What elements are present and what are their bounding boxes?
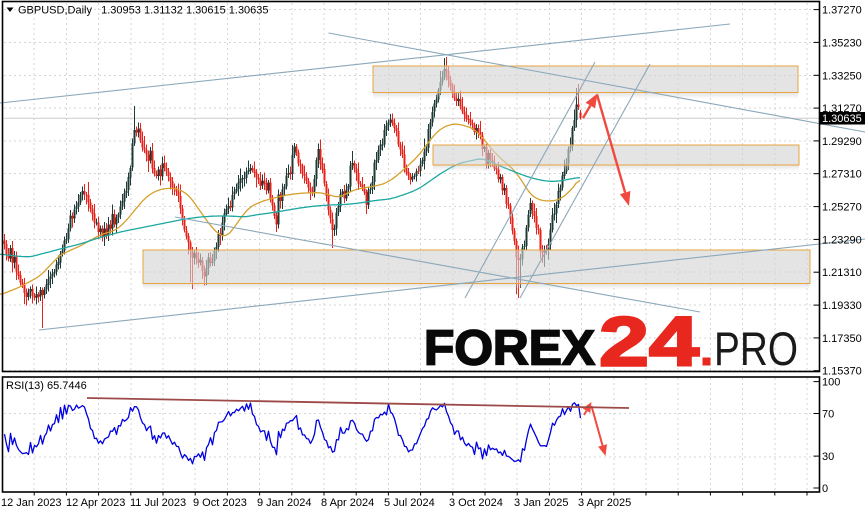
svg-text:3 Jan 2025: 3 Jan 2025 bbox=[514, 497, 568, 509]
svg-text:1.30635: 1.30635 bbox=[822, 113, 862, 125]
svg-text:24: 24 bbox=[599, 303, 699, 381]
svg-text:1.15370: 1.15370 bbox=[822, 366, 862, 378]
svg-text:3 Apr 2025: 3 Apr 2025 bbox=[578, 497, 631, 509]
svg-text:8 Apr 2024: 8 Apr 2024 bbox=[321, 497, 374, 509]
svg-text:0: 0 bbox=[822, 483, 828, 495]
svg-text:1.25270: 1.25270 bbox=[822, 202, 862, 214]
svg-text:70: 70 bbox=[822, 409, 834, 421]
svg-text:9 Oct 2023: 9 Oct 2023 bbox=[193, 497, 247, 509]
svg-text:PRO: PRO bbox=[714, 322, 798, 375]
svg-text:1.17350: 1.17350 bbox=[822, 333, 862, 345]
svg-text:3 Oct 2024: 3 Oct 2024 bbox=[449, 497, 503, 509]
svg-text:GBPUSD,Daily 1.30953 1.31132: GBPUSD,Daily 1.30953 1.31132 1.30615 1.3… bbox=[18, 5, 269, 17]
svg-text:30: 30 bbox=[822, 451, 834, 463]
svg-text:1.29290: 1.29290 bbox=[822, 136, 862, 148]
svg-text:5 Jul 2024: 5 Jul 2024 bbox=[384, 497, 435, 509]
svg-text:100: 100 bbox=[822, 377, 840, 389]
svg-text:12 Apr 2023: 12 Apr 2023 bbox=[66, 497, 125, 509]
svg-text:1.37270: 1.37270 bbox=[822, 5, 862, 17]
svg-text:1.27310: 1.27310 bbox=[822, 169, 862, 181]
svg-text:1.19330: 1.19330 bbox=[822, 300, 862, 312]
svg-text:1.21310: 1.21310 bbox=[822, 267, 862, 279]
svg-text:1.33250: 1.33250 bbox=[822, 70, 862, 82]
svg-text:RSI(13) 65.7446: RSI(13) 65.7446 bbox=[6, 380, 87, 392]
svg-text:12 Jan 2023: 12 Jan 2023 bbox=[1, 497, 62, 509]
svg-text:9 Jan 2024: 9 Jan 2024 bbox=[257, 497, 311, 509]
svg-text:FOREX: FOREX bbox=[424, 322, 595, 376]
svg-text:1.35230: 1.35230 bbox=[822, 37, 862, 49]
svg-text:11 Jul 2023: 11 Jul 2023 bbox=[130, 497, 186, 509]
svg-text:1.23290: 1.23290 bbox=[822, 234, 862, 246]
